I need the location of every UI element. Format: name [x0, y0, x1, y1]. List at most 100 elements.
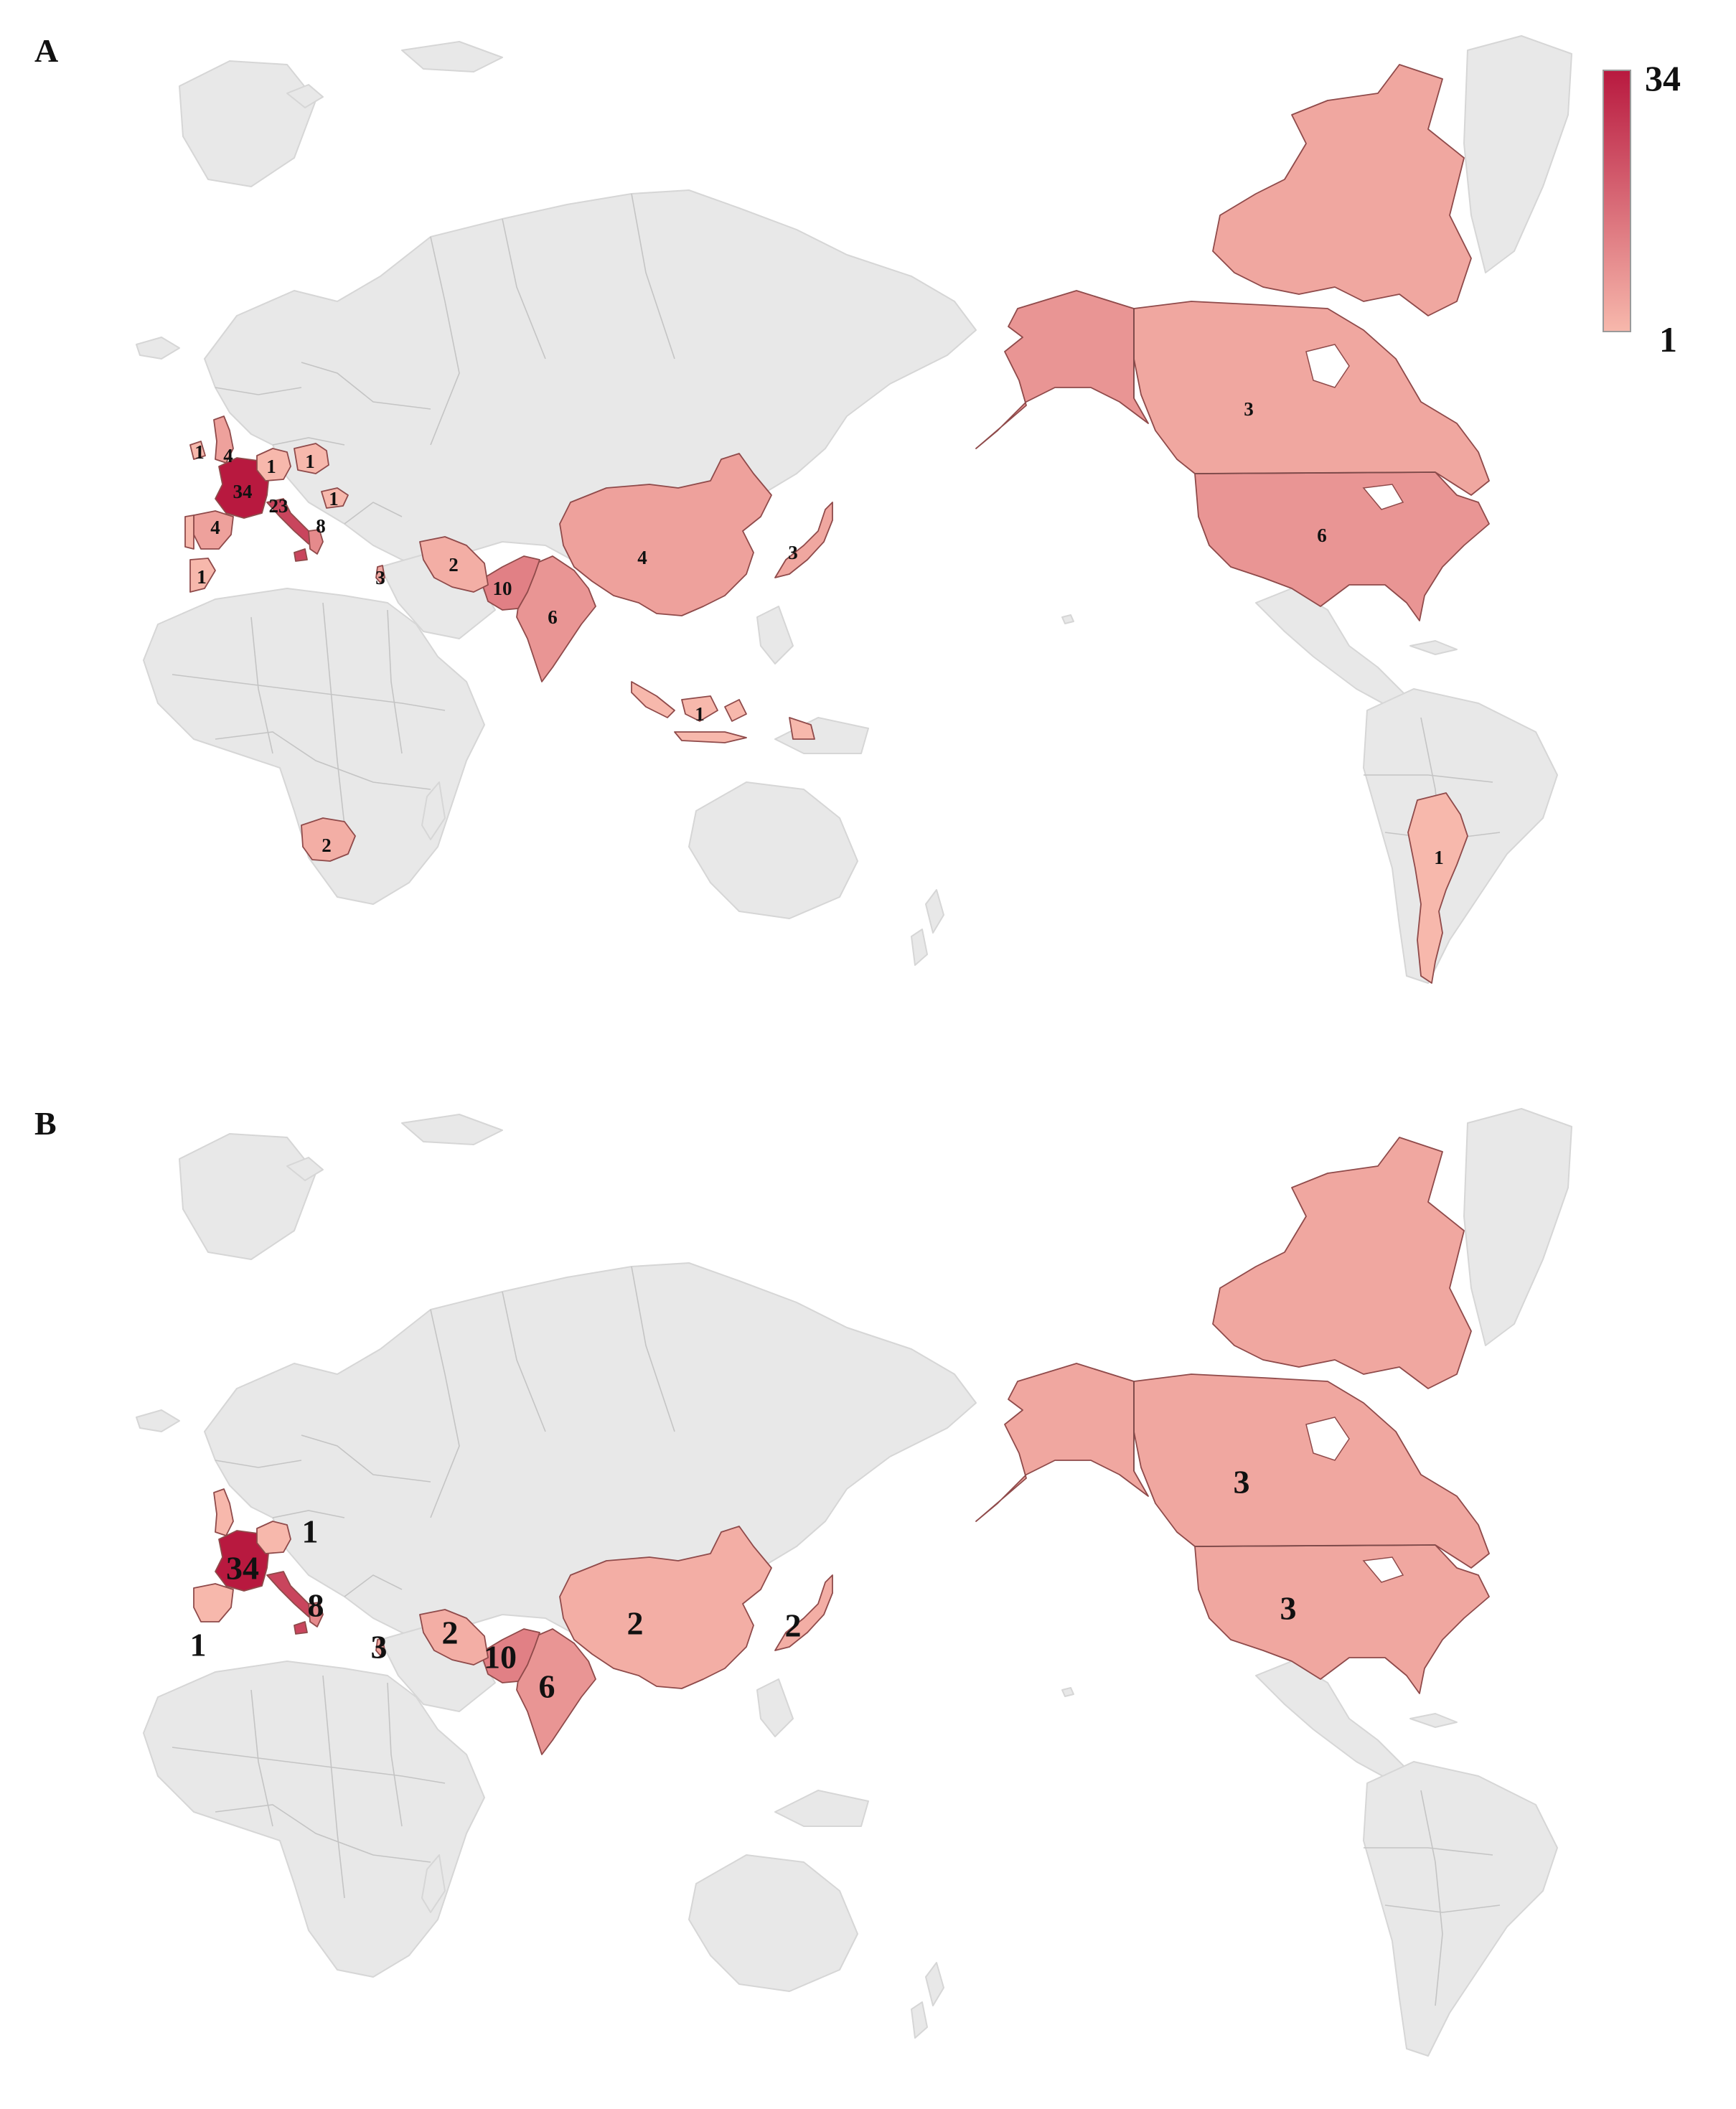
value-label-iran-a: 2 [449, 554, 459, 576]
country-indonesia-a [631, 681, 815, 743]
country-uk-b [213, 1488, 234, 1536]
value-label-iran-b: 2 [442, 1615, 459, 1651]
usa-canada-border-a [1194, 471, 1436, 474]
legend-colorbar [1603, 70, 1631, 332]
map-panel-b: B 3 3 2 2 6 10 2 3 34 8 1 1 [34, 1105, 1572, 2057]
africa-land [143, 1661, 485, 1978]
labels-b: 3 3 2 2 6 10 2 3 34 8 1 1 [190, 1464, 1297, 1705]
country-portugal-a [184, 515, 194, 550]
value-label-poland-a: 1 [305, 451, 315, 472]
country-south-africa-a [301, 817, 356, 862]
country-canada-a [1133, 301, 1490, 496]
greenland-land [179, 60, 316, 187]
value-label-italy-a: 23 [269, 495, 288, 517]
basemap-a [136, 35, 1572, 984]
country-arctic-b [1212, 1137, 1472, 1389]
country-greece-b [308, 1602, 324, 1627]
land-border-line [215, 387, 302, 395]
country-germany-b [256, 1521, 291, 1554]
great-lakes-a [1362, 484, 1404, 510]
value-label-china-b: 2 [627, 1605, 644, 1642]
country-china-a [559, 453, 772, 616]
land-border-line [1420, 1790, 1443, 2006]
value-label-usa-b: 3 [1280, 1590, 1297, 1627]
land-border-line [215, 1804, 431, 1863]
hawaii-land [1061, 614, 1074, 624]
land-border-line [502, 218, 546, 360]
svalbard-land [286, 1157, 324, 1181]
hawaii-land [1061, 1687, 1074, 1697]
value-label-pakistan-b: 10 [484, 1639, 517, 1676]
greenland-land [179, 1133, 316, 1260]
value-label-morocco-a: 1 [197, 566, 207, 588]
color-legend: 34 1 [1603, 58, 1681, 360]
country-canada-b [1133, 1373, 1490, 1569]
land-border-line [172, 674, 446, 711]
land-border-line [322, 602, 345, 826]
iceland-land [136, 337, 180, 360]
value-label-france-b: 34 [226, 1550, 259, 1587]
countries-a [184, 64, 1490, 984]
country-arctic-a [1212, 64, 1472, 316]
country-ireland-a [189, 441, 206, 460]
land-border-line [631, 1266, 675, 1432]
australia-land [688, 1854, 858, 1992]
value-label-israel-a: 3 [375, 567, 385, 588]
caribbean-land [1409, 640, 1458, 655]
usa-canada-border-b [1194, 1544, 1436, 1547]
land-border-line [215, 731, 431, 790]
panel-label-a: A [34, 32, 58, 69]
country-argentina-a [1407, 792, 1468, 984]
iceland-land [136, 1409, 180, 1432]
country-pakistan-a [480, 555, 540, 611]
land-border-line [430, 1309, 460, 1518]
value-label-india-b: 6 [539, 1668, 555, 1705]
country-japan-b [774, 1574, 833, 1651]
country-spain-a [193, 510, 234, 550]
arctic-islands-west-land [401, 1114, 503, 1145]
land-border-line [250, 616, 273, 754]
land-border-line [301, 1434, 431, 1483]
new-zealand-land [925, 889, 944, 934]
value-label-romania-a: 1 [329, 488, 339, 509]
australia-land [688, 781, 858, 919]
value-label-indonesia-a: 1 [695, 703, 705, 725]
land-border-line [1384, 1904, 1501, 1913]
legend-max-label: 34 [1645, 58, 1681, 98]
value-label-germany-b: 1 [302, 1513, 319, 1550]
country-uk-a [213, 415, 234, 464]
value-label-portugal-a: 1 [197, 566, 207, 588]
country-iran-a [419, 536, 489, 593]
country-spain-b [193, 1583, 234, 1622]
greenland-east-land [1463, 1108, 1572, 1346]
legend-min-label: 1 [1659, 319, 1677, 360]
great-lakes-b [1362, 1556, 1404, 1583]
value-label-japan-b: 2 [785, 1607, 802, 1644]
country-greece-a [308, 529, 324, 555]
country-romania-a [321, 487, 349, 509]
value-label-uk-a: 4 [223, 445, 233, 466]
country-alaska-b [975, 1363, 1149, 1522]
madagascar-land [421, 1854, 446, 1913]
country-poland-a [294, 443, 329, 474]
land-border-line [322, 1675, 345, 1899]
value-label-spain-b: 1 [190, 1627, 207, 1663]
value-label-germany-a: 1 [266, 456, 276, 477]
value-label-ireland-a: 1 [194, 441, 205, 463]
land-border-line [172, 1747, 446, 1784]
country-iran-b [419, 1609, 489, 1666]
mexico-central-america-land [1255, 588, 1407, 711]
hudson-bay-a [1305, 344, 1350, 388]
greenland-east-land [1463, 35, 1572, 273]
mexico-central-america-land [1255, 1661, 1407, 1784]
land-border-line [250, 1689, 273, 1827]
countries-b [193, 1137, 1490, 1755]
basemap-b [136, 1108, 1572, 2057]
land-border-line [1364, 1847, 1493, 1856]
value-label-france-a: 34 [233, 481, 253, 502]
value-label-usa-a: 6 [1317, 525, 1327, 546]
value-label-canada-b: 3 [1234, 1464, 1250, 1500]
